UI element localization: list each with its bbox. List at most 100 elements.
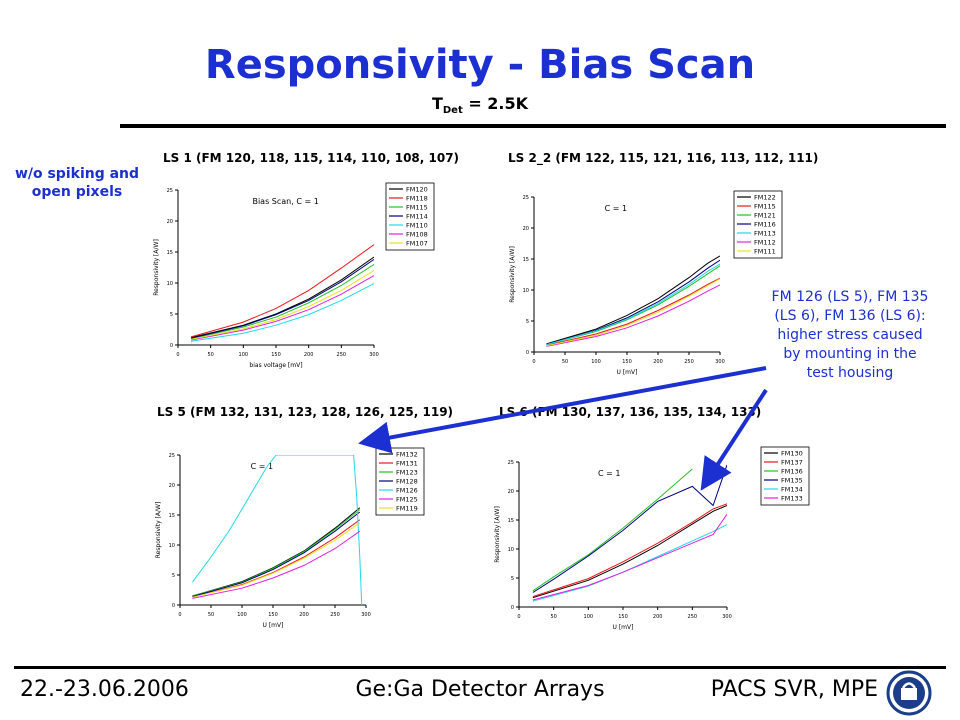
y-tick-label: 25	[523, 195, 529, 201]
y-tick-label: 15	[167, 250, 173, 256]
legend-label: FM128	[396, 478, 418, 486]
y-tick-label: 25	[169, 453, 175, 459]
series-line-fm125	[192, 530, 361, 599]
page-subtitle: TDet = 2.5K	[0, 94, 960, 116]
page-title: Responsivity - Bias Scan	[204, 42, 756, 88]
series-line-fm126	[191, 455, 363, 605]
legend-label: FM110	[406, 222, 428, 230]
legend-label: FM115	[754, 203, 776, 211]
legend-label: FM125	[396, 496, 418, 504]
series-line-fm108	[191, 275, 374, 341]
header-rule	[120, 124, 946, 128]
x-tick-label: 50	[208, 612, 214, 618]
x-tick-label: 100	[237, 612, 247, 618]
legend-label: FM112	[754, 239, 776, 247]
legend-label: FM130	[781, 450, 803, 458]
x-tick-label: 50	[207, 352, 213, 358]
x-axis-label: bias voltage [mV]	[249, 362, 302, 369]
x-tick-label: 250	[684, 359, 694, 365]
y-tick-label: 25	[167, 188, 173, 194]
legend-label: FM108	[406, 231, 428, 239]
series-line-fm114	[190, 258, 374, 339]
legend-label: FM115	[406, 204, 428, 212]
legend-label: FM134	[781, 486, 803, 494]
legend-label: FM121	[754, 212, 776, 220]
x-tick-label: 0	[532, 359, 535, 365]
legend-label: FM131	[396, 460, 418, 468]
chart-annotation: Bias Scan, C = 1	[252, 197, 318, 206]
y-tick-label: 15	[508, 518, 514, 524]
x-tick-label: 0	[178, 612, 181, 618]
series-group	[190, 244, 374, 342]
x-tick-label: 250	[330, 612, 340, 618]
note-right: FM 126 (LS 5), FM 135 (LS 6), FM 136 (LS…	[771, 289, 929, 381]
chart-title-ls6: LS 6 (FM 130, 137, 136, 135, 134, 133)	[499, 405, 762, 419]
subtitle-symbol: T	[431, 94, 443, 113]
legend-label: FM116	[754, 221, 776, 229]
y-axis-label: Responsivity [A/W]	[155, 502, 162, 559]
legend-label: FM132	[396, 451, 418, 459]
chart-ls6: 0 50 100 150 200 250 300 0 5 10 15 20 25 U [mV] Respon…	[494, 446, 810, 631]
y-tick-label: 10	[169, 543, 175, 549]
x-tick-label: 200	[653, 359, 663, 365]
footer-date: 22.-23.06.2006	[20, 677, 189, 702]
series-line-fm137	[532, 503, 727, 598]
chart-ls5: 0 50 100 150 200 250 300 0 5 10 15 20 25 U [mV] Respon…	[155, 447, 425, 629]
x-tick-label: 0	[517, 614, 520, 620]
y-tick-label: 10	[167, 281, 173, 287]
legend-label: FM137	[781, 459, 803, 467]
series-line-fm116	[546, 259, 720, 346]
series-line-fm115	[190, 263, 374, 340]
series-line-fm111	[546, 278, 720, 347]
chart-ls1: 0 50 100 150 200 250 300 0 5 10 15 20 25 bias voltage…	[153, 182, 435, 369]
series-line-fm115	[546, 277, 720, 346]
legend-label: FM122	[754, 194, 776, 202]
chart-annotation: C = 1	[598, 469, 620, 478]
y-axis-label: Responsivity [A/W]	[153, 239, 160, 296]
y-tick-label: 20	[167, 219, 173, 225]
y-tick-label: 0	[511, 605, 514, 611]
x-tick-label: 150	[271, 352, 281, 358]
series-line-fm130	[532, 505, 727, 599]
x-tick-label: 150	[622, 359, 632, 365]
y-tick-label: 20	[169, 483, 175, 489]
y-tick-label: 10	[508, 547, 514, 553]
footer-right: PACS SVR, MPE	[710, 677, 878, 702]
x-axis-label: U [mV]	[613, 624, 634, 631]
legend-label: FM136	[781, 468, 803, 476]
series-line-fm122	[546, 255, 720, 345]
legend-label: FM120	[406, 186, 428, 194]
arrow-to-ls6	[700, 388, 768, 491]
series-line-fm136	[532, 468, 693, 592]
y-tick-label: 5	[511, 576, 514, 582]
series-line-fm121	[546, 265, 720, 346]
x-tick-label: 150	[268, 612, 278, 618]
mpe-logo-icon	[886, 670, 932, 716]
y-tick-label: 20	[523, 226, 529, 232]
x-tick-label: 250	[337, 352, 347, 358]
x-tick-label: 100	[591, 359, 601, 365]
chart-title-ls2: LS 2_2 (FM 122, 115, 121, 116, 113, 112,…	[508, 151, 819, 165]
x-tick-label: 200	[304, 352, 314, 358]
chart-ls2: 0 50 100 150 200 250 300 0 5 10 15 20 25 U [mV] Respon…	[509, 190, 783, 376]
legend-label: FM119	[396, 505, 418, 513]
series-line-fm133	[532, 513, 727, 601]
series-line-fm135	[532, 464, 727, 593]
x-tick-label: 250	[688, 614, 698, 620]
subtitle-value: = 2.5K	[462, 94, 529, 113]
y-tick-label: 5	[172, 573, 175, 579]
x-tick-label: 200	[653, 614, 663, 620]
x-tick-label: 100	[584, 614, 594, 620]
series-line-fm119	[192, 522, 361, 598]
footer-center: Ge:Ga Detector Arrays	[355, 677, 605, 702]
x-tick-label: 300	[715, 359, 725, 365]
x-axis-label: U [mV]	[263, 622, 284, 629]
series-line-fm134	[532, 524, 727, 602]
chart-title-ls1: LS 1 (FM 120, 118, 115, 114, 110, 108, 1…	[163, 151, 460, 165]
series-line-fm128	[192, 511, 361, 598]
x-tick-label: 0	[176, 352, 179, 358]
legend-label: FM113	[754, 230, 776, 238]
y-tick-label: 0	[170, 343, 173, 349]
y-tick-label: 25	[508, 460, 514, 466]
series-line-fm120	[190, 256, 374, 339]
